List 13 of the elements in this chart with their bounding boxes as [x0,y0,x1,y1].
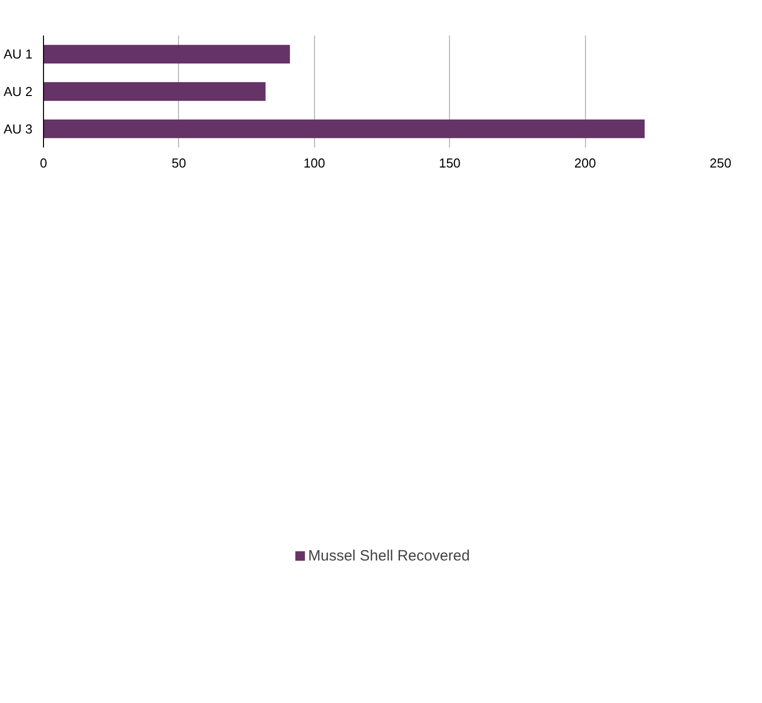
bar [44,82,266,101]
x-tick-label: 100 [303,156,326,170]
y-tick-label: AU 3 [4,121,33,136]
y-tick-label: AU 2 [4,84,33,99]
x-tick-label: 250 [710,156,732,170]
bar [44,120,645,138]
y-tick-label: AU 1 [4,46,33,62]
x-tick-label: 150 [438,156,461,170]
legend-label: Mussel Shell Recovered [308,547,470,564]
bar [44,44,290,64]
x-tick-label: 0 [40,156,48,170]
x-tick-label: 50 [172,156,186,170]
x-tick-label: 200 [574,156,596,170]
